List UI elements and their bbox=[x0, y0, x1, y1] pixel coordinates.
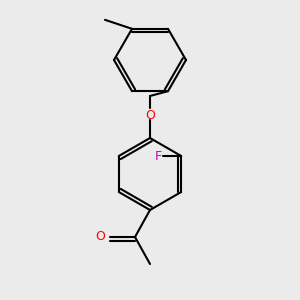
Text: O: O bbox=[145, 109, 155, 122]
Text: F: F bbox=[154, 149, 162, 163]
Text: O: O bbox=[95, 230, 105, 244]
